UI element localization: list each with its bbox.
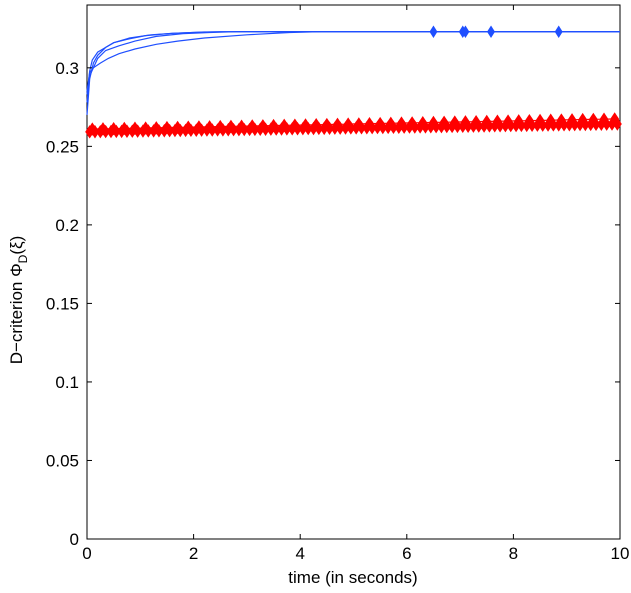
x-tick-label: 4: [295, 544, 304, 563]
x-tick-label: 0: [82, 544, 91, 563]
y-tick-label: 0.25: [46, 137, 79, 156]
x-tick-label: 2: [189, 544, 198, 563]
red-series-marker: [612, 117, 622, 131]
y-tick-label: 0: [70, 530, 79, 549]
y-axis-label-sub: D: [16, 254, 30, 263]
plot-frame: [86, 4, 621, 540]
y-axis-label: D−criterion ΦD(ξ): [7, 236, 30, 365]
blue-series-marker: [487, 25, 495, 38]
blue-series-marker: [429, 25, 438, 38]
y-tick-label: 0.2: [55, 216, 79, 235]
blue-series-marker: [461, 25, 470, 38]
plot-area: [86, 4, 621, 540]
blue-series-marker: [554, 25, 563, 38]
tick-layer: 0 2 4 6 8 10 0 0.05 0.1 0.15 0.2 0.25 0.3: [46, 5, 630, 563]
blue-series-line-3: [86, 31, 620, 95]
x-axis-label: time (in seconds): [288, 568, 417, 587]
x-tick-label: 8: [509, 544, 518, 563]
red-series-line-upper: [89, 118, 618, 130]
x-tick-label: 10: [611, 544, 630, 563]
y-axis-label-main: D−criterion Φ: [7, 263, 26, 364]
y-tick-label: 0.1: [55, 373, 79, 392]
y-tick-label: 0.3: [55, 59, 79, 78]
y-tick-label: 0.15: [46, 294, 79, 313]
x-tick-label: 6: [402, 544, 411, 563]
y-axis-label-tail: (ξ): [7, 236, 26, 255]
red-series-line: [89, 123, 618, 133]
series-layer: [85, 25, 622, 139]
y-tick-label: 0.05: [46, 451, 79, 470]
blue-series-line-4: [86, 31, 620, 92]
